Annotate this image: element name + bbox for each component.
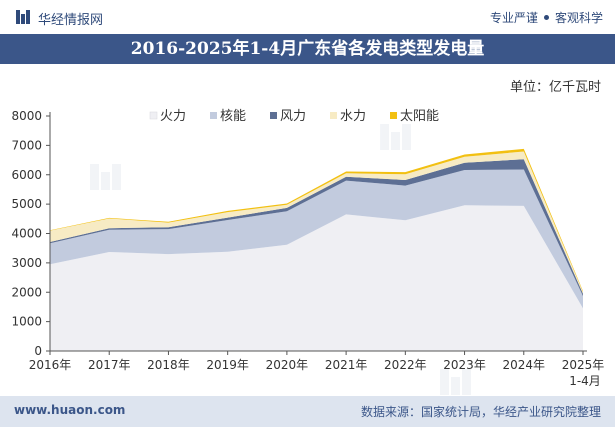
x-tick-label-9: 2025年 1-4月 [562, 358, 605, 388]
legend-swatch-1 [210, 112, 217, 119]
x-tick-label-3: 2019年 [206, 358, 249, 372]
area-series-3 [50, 151, 583, 294]
legend: 火力 核能 风力 水力 太阳能 [149, 109, 439, 124]
y-tick-label-7: 7000 [11, 138, 42, 152]
unit-label: 单位：亿千瓦时 [509, 80, 601, 95]
slogan-right: 客观科学 [554, 11, 603, 25]
y-tick-label-3: 3000 [11, 256, 42, 270]
y-tick-label-0: 0 [34, 344, 42, 358]
legend-label-4: 太阳能 [400, 109, 439, 124]
x-tick-label-7: 2023年 [443, 358, 486, 372]
footer-site: www.huaon.com [14, 403, 126, 417]
legend-swatch-4 [390, 112, 397, 119]
legend-label-2: 风力 [280, 109, 306, 124]
x-tick-label-4: 2020年 [266, 358, 309, 372]
area-series-4 [50, 148, 583, 292]
legend-item-4: 太阳能 [390, 109, 439, 124]
footer-bar: www.huaon.com 数据来源：国家统计局，华经产业研究院整理 [0, 396, 615, 427]
title-bar: 2016-2025年1-4月广东省各发电类型发电量 [0, 34, 615, 64]
slogan-left: 专业严谨 [489, 11, 538, 25]
brand-name: 华经情报网 [38, 13, 104, 28]
area-series-0 [50, 205, 583, 351]
y-tick-label-2: 2000 [11, 285, 42, 299]
y-tick-label-4: 4000 [11, 227, 42, 241]
x-tick-label-8: 2024年 [503, 358, 546, 372]
watermark-layer [90, 124, 471, 395]
axis-layer: 0 1000 2000 3000 4000 5000 6000 7000 8000 2016年 20… [11, 109, 604, 388]
watermark-logo-icon [380, 124, 411, 150]
slogan-dot-icon [543, 15, 549, 20]
legend-item-2: 风力 [270, 109, 306, 124]
area-layer [50, 148, 583, 351]
legend-label-1: 核能 [220, 109, 246, 124]
logo-icon [16, 10, 30, 24]
legend-label-0: 火力 [160, 109, 186, 124]
chart-title: 2016-2025年1-4月广东省各发电类型发电量 [130, 39, 485, 59]
area-series-1 [50, 169, 583, 309]
top-bar: 华经情报网 专业严谨 客观科学 [0, 0, 615, 34]
legend-item-3: 水力 [330, 109, 366, 124]
x-tick-label-0: 2016年 [29, 358, 72, 372]
x-tick-label-2: 2018年 [147, 358, 190, 372]
legend-swatch-2 [270, 112, 277, 119]
y-tick-label-8: 8000 [11, 109, 42, 123]
watermark-logo-icon [90, 164, 121, 190]
legend-item-1: 核能 [210, 109, 246, 124]
slogan: 专业严谨 客观科学 [490, 9, 603, 26]
chart: 0 1000 2000 3000 4000 5000 6000 7000 8000 2016年 20… [11, 109, 604, 395]
legend-label-3: 水力 [340, 109, 366, 124]
y-tick-label-1: 1000 [11, 315, 42, 329]
x-tick-label-6: 2022年 [384, 358, 427, 372]
watermark-logo-icon [440, 369, 471, 395]
y-tick-label-6: 6000 [11, 168, 42, 182]
legend-item-0: 火力 [149, 109, 186, 124]
y-tick-label-5: 5000 [11, 197, 42, 211]
x-tick-label-1: 2017年 [88, 358, 131, 372]
area-series-2 [50, 159, 583, 297]
x-tick-label-5: 2021年 [325, 358, 368, 372]
footer-source: 数据来源：国家统计局，华经产业研究院整理 [360, 405, 601, 419]
legend-swatch-0 [149, 111, 158, 120]
legend-swatch-3 [330, 112, 337, 119]
